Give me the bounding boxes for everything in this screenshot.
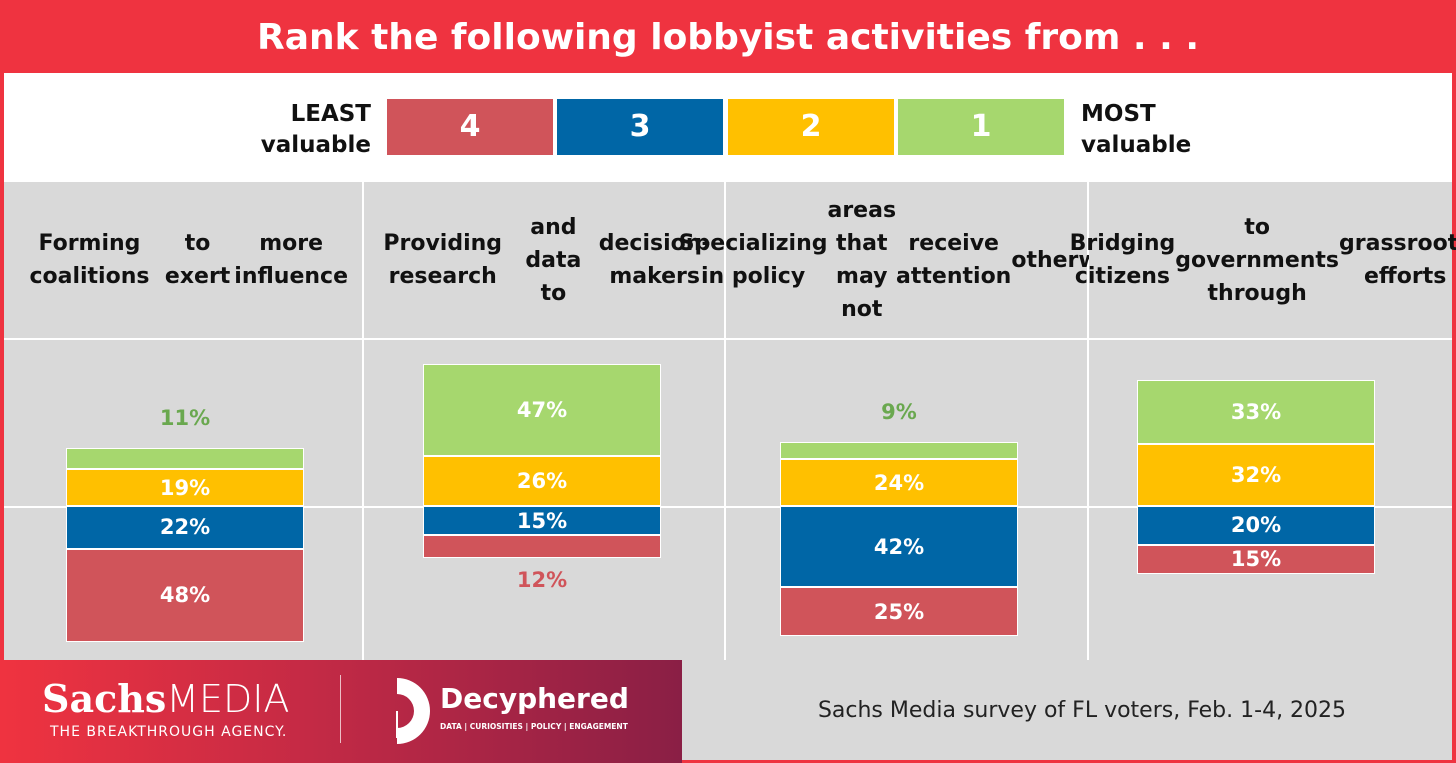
chart-plot: 19% 11% 22% 48% 26% 47% 15% 12% 24% 9% 42% 25% 32% 33… [0,340,1456,660]
category-line: grassroots efforts [1339,231,1456,289]
bar-segment-2: 24% [780,459,1018,506]
bar-segment-4: 25% [780,587,1018,636]
category-line: areas that may not [827,198,897,322]
bar-segment-1: 33% [1137,379,1375,444]
bar-segment-3: 15% [423,506,661,536]
chart-title: Rank the following lobbyist activities f… [256,17,1200,58]
category-line: to governments through [1175,214,1340,306]
data-label: 48% [159,583,211,608]
data-label: 24% [873,470,925,495]
bar-segment-2: 26% [423,455,661,506]
footer-source: Sachs Media survey of FL voters, Feb. 1-… [682,660,1452,760]
decyphered-logo-text: Decyphered [440,682,629,715]
footer-logos: SachsMEDIA THE BREAKTHROUGH AGENCY. Decy… [4,660,682,763]
category-line: decision-makers [598,231,711,289]
sachs-tagline: THE BREAKTHROUGH AGENCY. [50,724,288,740]
legend-least-line2: valuable [260,132,371,158]
bar-segment-1: 47% [423,364,661,456]
data-label: 9% [881,399,917,424]
data-label: 33% [1230,399,1282,424]
legend-rank-4: 4 [387,99,553,155]
category-line: Bridging citizens [1069,231,1176,289]
data-label: 20% [1230,513,1282,538]
legend-most-line1: MOST [1081,101,1156,127]
category-header: Bridging citizens to governments through g… [1070,182,1456,338]
category-line: receive attention [896,231,1012,289]
data-label: 11% [159,405,211,430]
data-label: 32% [1230,462,1282,487]
category-line: and data to [525,214,582,306]
data-label: 19% [159,475,211,500]
decyphered-logo-icon [396,678,430,744]
data-label: 15% [1230,547,1282,572]
legend-most-line2: valuable [1081,132,1192,158]
legend-least-line1: LEAST [290,101,371,127]
legend: LEAST valuable 4 3 2 1 MOST valuable [4,73,1452,182]
data-label: 22% [159,515,211,540]
data-label: 15% [516,508,568,533]
bar-segment-4: 48% [66,548,304,642]
category-header: Providing research and data to decision-ma… [364,182,724,338]
category-header: Forming coalitions to exert more influence [4,182,362,338]
category-line: Providing research [383,231,503,289]
source-note: Sachs Media survey of FL voters, Feb. 1-… [817,697,1347,723]
category-header: Specializing in policy areas that may not… [679,182,1134,338]
category-line: to exert [164,231,231,289]
logo-divider [340,675,341,743]
data-label: 26% [516,468,568,493]
legend-rank-2: 2 [728,99,894,155]
data-label: 12% [516,568,568,593]
sachs-media-logo: SachsMEDIA [42,676,290,721]
legend-rank-3: 3 [557,99,723,155]
bar-segment-4 [423,535,661,559]
legend-least-label: LEAST valuable [259,99,371,161]
logo-light: MEDIA [166,677,290,721]
decyphered-tagline: DATA | CURIOSITIES | POLICY | ENGAGEMENT [440,722,628,731]
bar-segment-4: 15% [1137,544,1375,574]
logo-bold: Sachs [42,676,167,721]
data-label: 25% [873,599,925,624]
category-line: more influence [234,231,349,289]
data-label: 47% [516,397,568,422]
bar-segment-1 [780,441,1018,460]
bar-segment-3: 20% [1137,506,1375,545]
bar-segment-3: 42% [780,506,1018,588]
legend-rank-1: 1 [898,99,1064,155]
bar-segment-2: 32% [1137,443,1375,506]
category-line: Forming coalitions [29,231,150,289]
data-label: 42% [873,534,925,559]
legend-most-label: MOST valuable [1081,99,1191,161]
category-line: Specializing in policy [678,231,828,289]
bar-segment-1 [66,447,304,470]
bar-segment-3: 22% [66,506,304,549]
bar-segment-2: 19% [66,469,304,506]
